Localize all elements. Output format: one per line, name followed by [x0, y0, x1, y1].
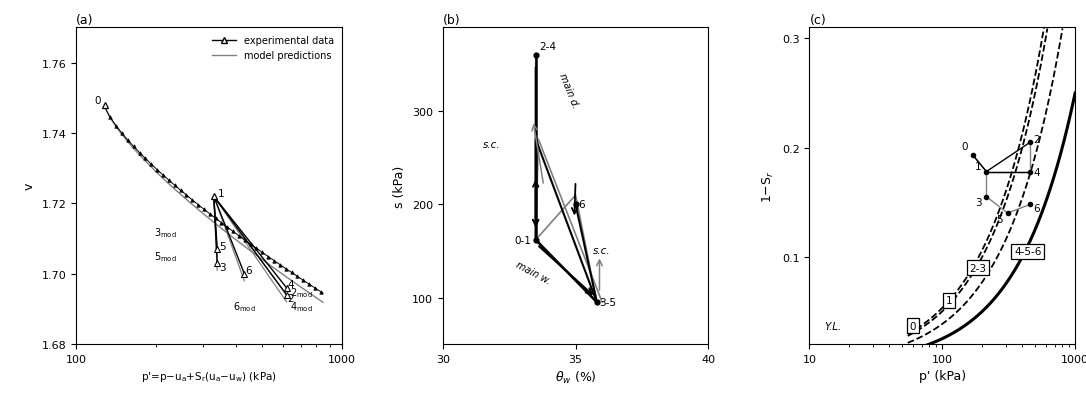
Text: 5: 5: [996, 214, 1002, 224]
Text: 4: 4: [1033, 167, 1039, 177]
Text: 0-1: 0-1: [515, 235, 532, 245]
Text: 6: 6: [1033, 203, 1039, 213]
Text: 2: 2: [1033, 134, 1039, 145]
Text: 1: 1: [218, 188, 225, 198]
Y-axis label: v: v: [23, 183, 36, 190]
Text: main w.: main w.: [515, 259, 553, 286]
Text: 4-5-6: 4-5-6: [1014, 247, 1041, 257]
Text: 5: 5: [219, 241, 226, 251]
Text: 4$_{\rm mod}$: 4$_{\rm mod}$: [290, 299, 313, 313]
Text: main d.: main d.: [557, 71, 580, 109]
Text: 1: 1: [975, 162, 982, 172]
Text: 3-5: 3-5: [599, 297, 617, 307]
Text: 6: 6: [578, 200, 585, 210]
Legend: experimental data, model predictions: experimental data, model predictions: [209, 33, 337, 64]
Text: 0: 0: [910, 321, 917, 331]
Text: Y.L.: Y.L.: [824, 321, 842, 331]
Text: 1: 1: [946, 296, 952, 306]
Text: (a): (a): [76, 14, 93, 27]
Text: 3$_{\rm mod}$: 3$_{\rm mod}$: [154, 226, 177, 239]
Text: 5$_{\rm mod}$: 5$_{\rm mod}$: [154, 250, 177, 264]
Y-axis label: s (kPa): s (kPa): [393, 165, 406, 207]
Y-axis label: 1$-$S$_r$: 1$-$S$_r$: [761, 170, 776, 202]
Text: 6: 6: [245, 266, 252, 275]
Text: 0: 0: [94, 95, 101, 105]
Text: 6$_{\rm mod}$: 6$_{\rm mod}$: [233, 299, 256, 313]
Text: 2: 2: [288, 294, 294, 304]
X-axis label: $\theta_w$ (%): $\theta_w$ (%): [555, 369, 596, 386]
Text: s.c.: s.c.: [482, 139, 501, 149]
Text: (b): (b): [443, 14, 460, 27]
X-axis label: p'=p$-$u$_{\rm a}$+S$_{\rm r}$(u$_{\rm a}$$-$u$_{\rm w}$) (kPa): p'=p$-$u$_{\rm a}$+S$_{\rm r}$(u$_{\rm a…: [141, 369, 277, 384]
Text: 4: 4: [288, 279, 294, 290]
Text: s.c.: s.c.: [593, 245, 610, 255]
Text: 0: 0: [961, 142, 968, 152]
Text: 2-3: 2-3: [970, 263, 986, 273]
Text: 3: 3: [975, 198, 982, 208]
X-axis label: p' (kPa): p' (kPa): [919, 369, 965, 382]
Text: 3: 3: [219, 262, 226, 272]
Text: (c): (c): [809, 14, 826, 27]
Text: 2$_{\rm mod}$: 2$_{\rm mod}$: [290, 285, 313, 299]
Text: 2-4: 2-4: [539, 42, 556, 51]
